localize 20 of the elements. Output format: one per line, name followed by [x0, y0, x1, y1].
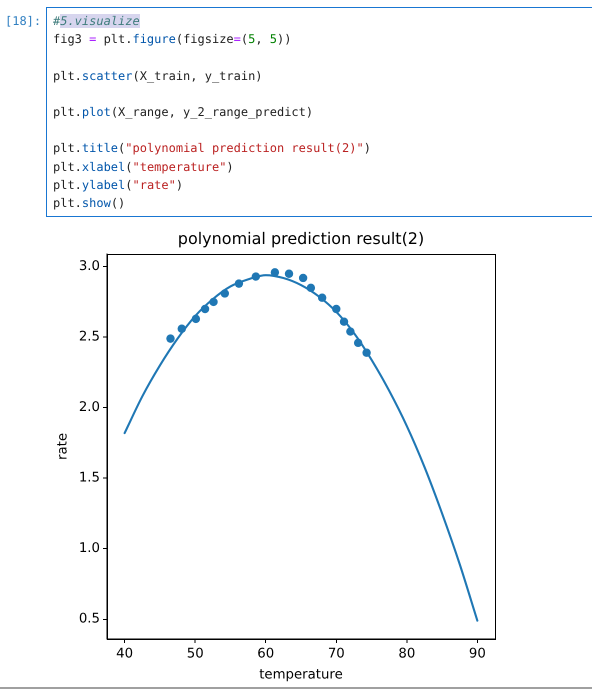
y-tick-label: 3.0: [78, 259, 100, 274]
y-axis-title: rate: [55, 432, 70, 460]
x-tick-label: 90: [468, 646, 486, 662]
x-tick-label: 60: [257, 646, 274, 662]
y-tick-label: 1.5: [78, 470, 100, 486]
text: #5.visualize fig3 = plt.figure(figsize=(5, 5)) plt.scatter(X_train, y_train) plt.plot(X_range, y_2_range_predict) plt.title("polynomial prediction result(2)") plt.xlabel("temperature") plt.ylabel("rate") plt.show(): [53, 14, 371, 210]
point: [166, 334, 175, 343]
text: [18]:: [5, 13, 42, 30]
x-tick-label: 40: [116, 646, 134, 662]
y-tick-label: 2.0: [78, 400, 100, 416]
x-tick-label: 50: [186, 646, 204, 662]
point: [298, 274, 308, 282]
y-tick-label: 1.0: [78, 541, 100, 556]
y-tick-label: 2.5: [78, 330, 100, 345]
x-axis-title: temperature: [259, 667, 343, 682]
point: [284, 270, 294, 278]
chart-title: polynomial prediction result(2): [178, 229, 424, 248]
x-tick-label: 80: [398, 646, 416, 662]
y-tick-label: 0.5: [78, 612, 100, 627]
x-tick-label: 70: [328, 646, 345, 662]
